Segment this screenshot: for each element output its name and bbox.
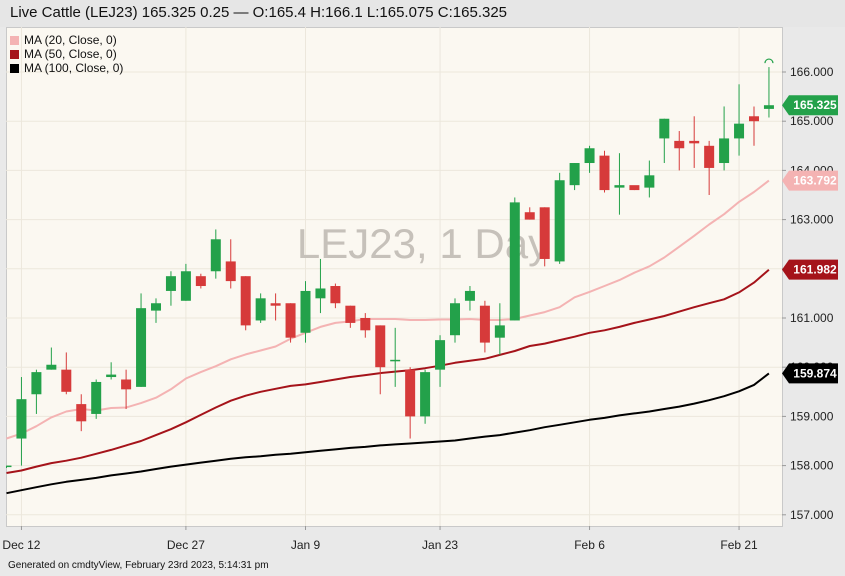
candle-body — [46, 364, 57, 370]
candle-body — [6, 465, 12, 468]
candle-body — [270, 303, 281, 306]
watermark: LEJ23, 1 Day — [297, 220, 549, 267]
candle-body — [195, 276, 206, 287]
x-tick-label: Jan 23 — [422, 538, 458, 552]
candle-body — [255, 298, 266, 321]
candle-body — [719, 138, 730, 164]
price-tag-label: 161.982 — [793, 263, 837, 277]
candle-body — [91, 381, 102, 414]
candle-body — [763, 105, 774, 109]
legend-swatch-ma20 — [10, 35, 19, 45]
legend-item-ma100[interactable]: MA (100, Close, 0) — [10, 61, 123, 75]
price-tag: 159.874 — [782, 363, 838, 384]
y-tick-label: 158.000 — [790, 459, 834, 473]
footer-note: Generated on cmdtyView, February 23rd 20… — [8, 560, 269, 571]
y-tick-label: 166.000 — [790, 65, 834, 79]
candle-body — [614, 185, 625, 188]
candle-body — [390, 359, 401, 362]
x-tick-label: Feb 6 — [574, 538, 605, 552]
last-bar-marker — [764, 58, 774, 64]
ma-line-1 — [6, 268, 770, 474]
legend-swatch-ma100 — [10, 63, 19, 73]
price-tag-bg — [782, 170, 838, 191]
candle-body — [539, 207, 550, 259]
candle-body — [569, 163, 580, 186]
legend-swatch-ma50 — [10, 49, 19, 59]
candle-body — [225, 261, 236, 282]
price-tag-label: 163.792 — [793, 174, 837, 188]
candle-body — [749, 116, 759, 122]
ma-line-2 — [6, 372, 770, 495]
price-tag-bg — [782, 95, 838, 116]
candle-body — [629, 185, 640, 191]
legend-item-ma50[interactable]: MA (50, Close, 0) — [10, 47, 123, 61]
candle-body — [659, 118, 670, 139]
candle-body — [435, 340, 446, 370]
x-tick-label: Dec 27 — [167, 538, 205, 552]
price-tag-bg — [782, 363, 838, 384]
x-tick-label: Feb 21 — [720, 538, 758, 552]
y-tick-label: 157.000 — [790, 508, 834, 522]
title-bar: Live Cattle (LEJ23) 165.325 0.25 — O:165… — [0, 0, 845, 27]
candle-body — [76, 404, 87, 422]
candle-body — [450, 303, 460, 336]
legend: MA (20, Close, 0) MA (50, Close, 0) MA (… — [10, 33, 123, 75]
price-tag-label: 165.325 — [793, 98, 837, 112]
candle-body — [285, 303, 296, 338]
ma-line-0 — [6, 179, 770, 440]
legend-item-ma20[interactable]: MA (20, Close, 0) — [10, 33, 123, 47]
candle-body — [584, 148, 595, 164]
candle-body — [360, 318, 371, 331]
candle-body — [509, 202, 520, 321]
candle-body — [315, 288, 326, 299]
price-tag: 163.792 — [782, 170, 838, 191]
candle-body — [734, 123, 745, 139]
candle-body — [375, 325, 386, 368]
candle-body — [464, 290, 475, 301]
candle-body — [330, 286, 341, 304]
chart-title: Live Cattle (LEJ23) 165.325 0.25 — O:165… — [10, 4, 508, 21]
price-tag: 165.325 — [782, 95, 838, 116]
x-tick-label: Jan 9 — [291, 538, 321, 552]
candle-body — [165, 276, 176, 291]
candle-body — [151, 303, 161, 311]
price-tag: 161.982 — [782, 259, 838, 280]
candle-body — [345, 305, 356, 323]
x-tick-label: Dec 12 — [2, 538, 40, 552]
candle-body — [644, 175, 655, 188]
legend-label-ma20: MA (20, Close, 0) — [24, 33, 117, 47]
candle-body — [689, 140, 700, 144]
candle-body — [524, 212, 535, 220]
candle-body — [599, 155, 610, 191]
y-tick-label: 161.000 — [790, 311, 834, 325]
candle-body — [180, 271, 191, 301]
candle-body — [106, 374, 117, 378]
candle-body — [554, 180, 565, 262]
y-tick-label: 159.000 — [790, 409, 834, 423]
candle-body — [31, 372, 42, 395]
candle-body — [494, 325, 505, 338]
y-tick-label: 165.000 — [790, 114, 834, 128]
y-tick-label: 163.000 — [790, 213, 834, 227]
candle-body — [16, 399, 27, 439]
candle-body — [210, 239, 221, 272]
candle-body — [405, 369, 416, 417]
candle-body — [300, 290, 311, 333]
candle-body — [61, 369, 72, 392]
candle-body — [240, 276, 251, 326]
price-tag-label: 159.874 — [793, 366, 837, 380]
plot-contents — [6, 58, 774, 495]
legend-label-ma50: MA (50, Close, 0) — [24, 47, 117, 61]
candle-body — [674, 140, 685, 149]
candle-body — [704, 145, 715, 168]
candle-body — [420, 372, 431, 417]
candle-body — [479, 305, 490, 343]
price-tag-bg — [782, 259, 838, 280]
legend-label-ma100: MA (100, Close, 0) — [24, 61, 124, 75]
candle-body — [121, 379, 132, 390]
candle-body — [136, 308, 147, 387]
